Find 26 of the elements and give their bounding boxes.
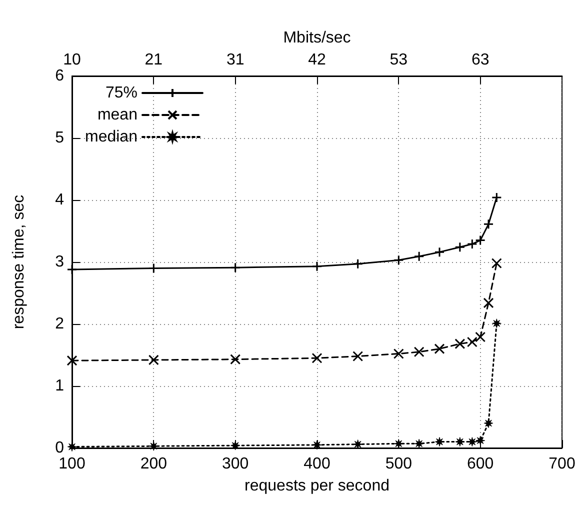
x2-tick-label: 53 [390, 52, 408, 68]
y-tick-label: 3 [55, 254, 64, 270]
x2-tick-label: 42 [308, 52, 326, 68]
x2-tick-label: 21 [144, 52, 163, 68]
y-tick-label: 5 [55, 130, 64, 146]
y-tick-label: 6 [55, 68, 64, 84]
y-tick-label: 0 [55, 440, 64, 456]
x-tick-label: 600 [466, 456, 494, 472]
x-tick-label: 100 [58, 456, 86, 472]
legend-label: median [84, 128, 138, 146]
y-tick-label: 2 [55, 316, 64, 332]
x-tick-label: 200 [140, 456, 168, 472]
x2-tick-label: 63 [471, 52, 490, 68]
x-tick-label: 400 [304, 456, 330, 472]
x-tick-label: 700 [548, 456, 576, 472]
x2-axis-title: Mbits/sec [283, 30, 351, 46]
y-tick-label: 1 [55, 378, 64, 394]
legend-label: 75% [105, 84, 138, 102]
x-axis-title: requests per second [244, 478, 390, 494]
y-axis-title: response time, sec [10, 194, 28, 330]
x2-tick-label: 10 [63, 52, 81, 68]
x2-tick-label: 31 [226, 52, 244, 68]
x-tick-label: 500 [385, 456, 412, 472]
x-tick-label: 300 [222, 456, 249, 472]
legend-label: mean [97, 106, 138, 124]
y-tick-label: 4 [55, 192, 64, 208]
